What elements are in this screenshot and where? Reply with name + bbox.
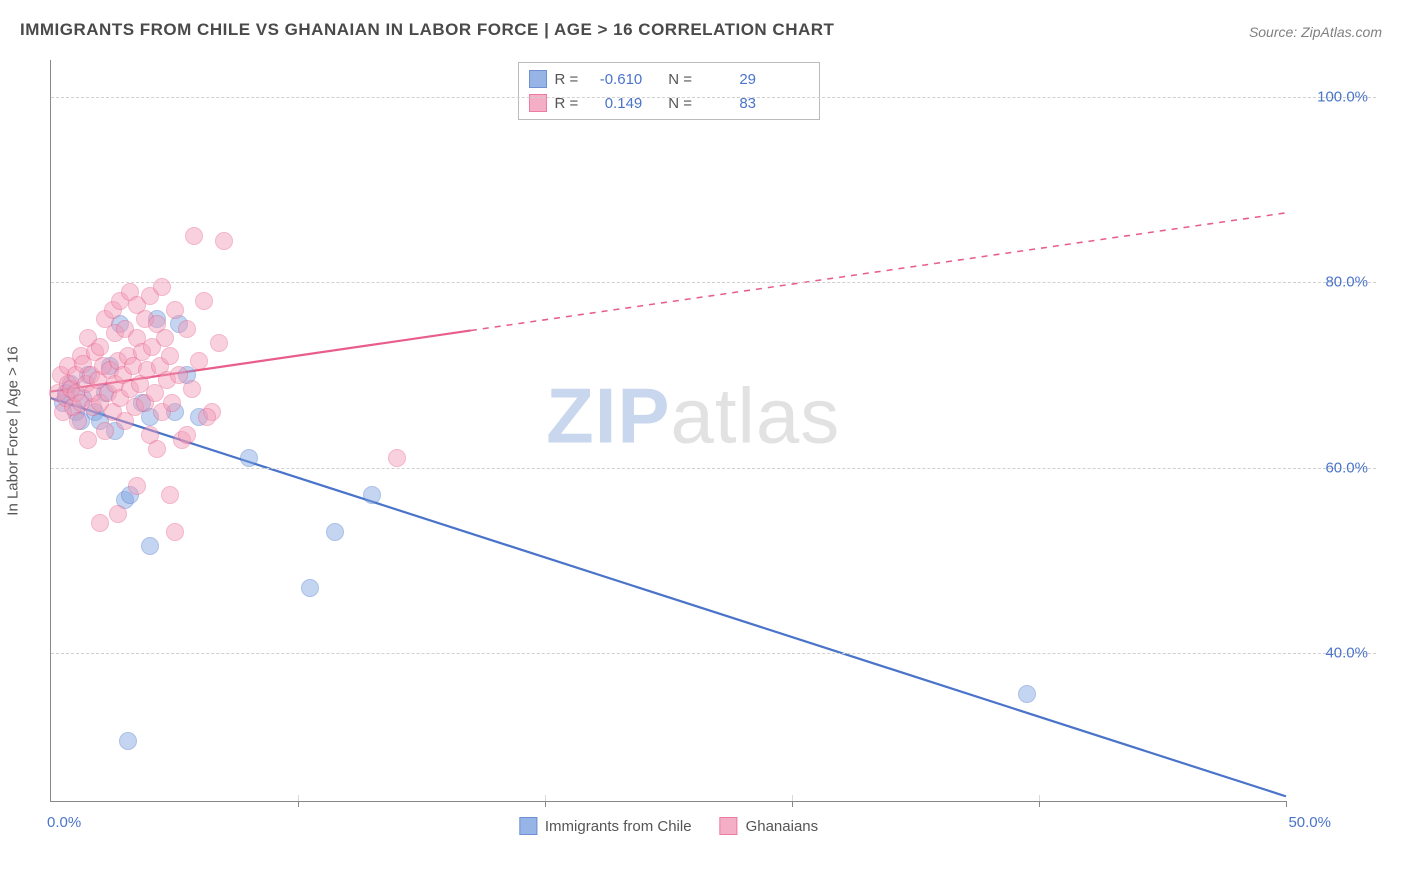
data-point-ghana — [91, 338, 109, 356]
x-axis-tick — [545, 801, 546, 807]
gridline-horizontal — [51, 653, 1376, 654]
data-point-chile — [141, 537, 159, 555]
watermark: ZIPatlas — [546, 370, 840, 461]
chart-area: In Labor Force | Age > 16 ZIPatlas R = -… — [50, 60, 1376, 842]
data-point-ghana — [388, 449, 406, 467]
data-point-ghana — [178, 320, 196, 338]
data-point-ghana — [215, 232, 233, 250]
data-point-ghana — [166, 523, 184, 541]
y-axis-tick-label: 80.0% — [1325, 274, 1368, 291]
x-axis-first-label: 0.0% — [47, 814, 81, 831]
data-point-ghana — [96, 422, 114, 440]
data-point-ghana — [161, 347, 179, 365]
x-axis-tick — [298, 801, 299, 807]
n-label: N = — [668, 71, 692, 88]
data-point-chile — [363, 486, 381, 504]
data-point-ghana — [153, 278, 171, 296]
data-point-ghana — [161, 486, 179, 504]
data-point-ghana — [128, 477, 146, 495]
data-point-ghana — [148, 440, 166, 458]
source-prefix: Source: — [1249, 24, 1301, 40]
data-point-ghana — [163, 394, 181, 412]
legend-label-ghana: Ghanaians — [746, 818, 819, 835]
data-point-chile — [119, 732, 137, 750]
gridline-horizontal — [51, 97, 1376, 98]
data-point-ghana — [185, 227, 203, 245]
legend-item-ghana: Ghanaians — [720, 817, 819, 835]
data-point-chile — [326, 523, 344, 541]
x-axis-tick — [1039, 801, 1040, 807]
y-axis-tick-label: 40.0% — [1325, 644, 1368, 661]
data-point-chile — [301, 579, 319, 597]
data-point-chile — [1018, 685, 1036, 703]
data-point-ghana — [146, 384, 164, 402]
data-point-chile — [240, 449, 258, 467]
data-point-ghana — [109, 505, 127, 523]
correlation-row-ghana: R = 0.149 N = 83 — [529, 91, 809, 115]
data-point-ghana — [156, 329, 174, 347]
y-axis-title: In Labor Force | Age > 16 — [5, 346, 22, 515]
swatch-chile — [529, 70, 547, 88]
r-label: R = — [555, 71, 579, 88]
data-point-ghana — [91, 514, 109, 532]
data-point-ghana — [190, 352, 208, 370]
watermark-zip: ZIP — [546, 371, 670, 459]
plot-region: In Labor Force | Age > 16 ZIPatlas R = -… — [50, 60, 1286, 802]
source-name: ZipAtlas.com — [1301, 24, 1382, 40]
gridline-horizontal — [51, 282, 1376, 283]
data-point-ghana — [79, 431, 97, 449]
data-point-ghana — [178, 426, 196, 444]
data-point-ghana — [69, 412, 87, 430]
chart-title: IMMIGRANTS FROM CHILE VS GHANAIAN IN LAB… — [20, 20, 834, 40]
r-value-chile: -0.610 — [586, 71, 642, 88]
chart-container: IMMIGRANTS FROM CHILE VS GHANAIAN IN LAB… — [0, 0, 1406, 892]
series-legend: Immigrants from Chile Ghanaians — [519, 817, 818, 835]
swatch-ghana — [720, 817, 738, 835]
x-axis-last-label: 50.0% — [1288, 814, 1331, 831]
trend-lines-layer — [51, 60, 1286, 801]
correlation-row-chile: R = -0.610 N = 29 — [529, 67, 809, 91]
x-axis-tick — [792, 801, 793, 807]
watermark-atlas: atlas — [670, 371, 840, 459]
correlation-legend: R = -0.610 N = 29 R = 0.149 N = 83 — [518, 62, 820, 120]
data-point-ghana — [195, 292, 213, 310]
legend-item-chile: Immigrants from Chile — [519, 817, 692, 835]
trendline-chile — [51, 398, 1286, 796]
x-axis-tick — [1286, 801, 1287, 807]
legend-label-chile: Immigrants from Chile — [545, 818, 692, 835]
y-axis-tick-label: 100.0% — [1317, 89, 1368, 106]
data-point-ghana — [166, 301, 184, 319]
data-point-ghana — [183, 380, 201, 398]
swatch-chile — [519, 817, 537, 835]
source-attribution: Source: ZipAtlas.com — [1249, 24, 1382, 40]
n-value-chile: 29 — [700, 71, 756, 88]
data-point-ghana — [198, 408, 216, 426]
data-point-ghana — [210, 334, 228, 352]
trendline-dashed-ghana — [471, 213, 1286, 331]
y-axis-tick-label: 60.0% — [1325, 459, 1368, 476]
gridline-horizontal — [51, 468, 1376, 469]
